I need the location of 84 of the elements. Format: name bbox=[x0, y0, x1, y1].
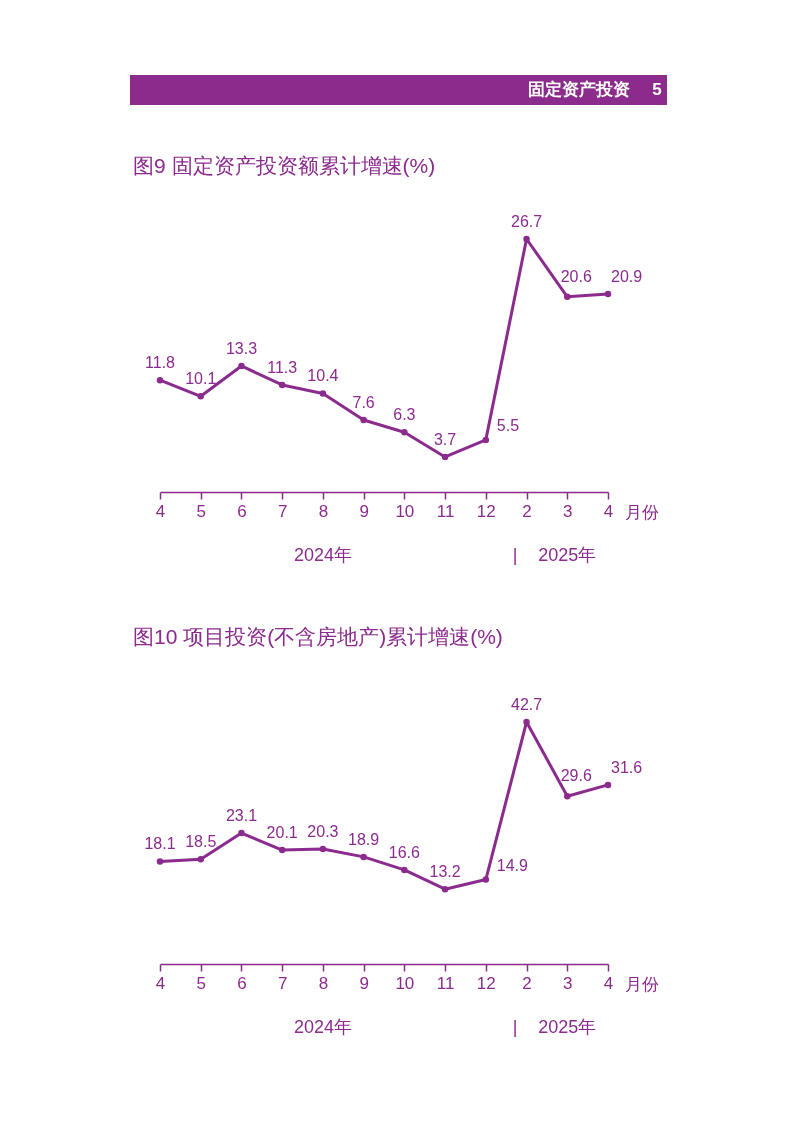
point bbox=[401, 866, 408, 874]
point bbox=[604, 290, 612, 298]
x-tick-label: 4 bbox=[155, 973, 166, 993]
x-tick-label: 2 bbox=[522, 973, 532, 993]
x-tick-label: 8 bbox=[318, 501, 329, 521]
data-label: 20.1 bbox=[266, 824, 298, 842]
point bbox=[238, 829, 245, 837]
x-tick-label: 5 bbox=[196, 973, 206, 993]
point bbox=[156, 376, 164, 384]
data-label: 13.2 bbox=[429, 863, 461, 881]
point bbox=[523, 235, 530, 243]
x-tick-label: 7 bbox=[277, 973, 288, 993]
data-label: 7.6 bbox=[352, 393, 375, 411]
data-label: 20.6 bbox=[560, 267, 592, 285]
data-label: 18.1 bbox=[144, 835, 176, 853]
x-tick-label: 4 bbox=[603, 501, 614, 521]
data-label: 5.5 bbox=[496, 416, 520, 434]
x-tick-label: 8 bbox=[318, 973, 329, 993]
x-tick-label: 10 bbox=[395, 973, 415, 993]
data-label: 10.1 bbox=[185, 370, 217, 388]
text: 2025年 bbox=[538, 1017, 597, 1037]
x-tick-label: 3 bbox=[563, 973, 573, 993]
point bbox=[238, 362, 245, 370]
data-label: 6.3 bbox=[393, 406, 416, 424]
chart-title: 图9 固定资产投资额累计增速(%) bbox=[133, 154, 436, 177]
x-tick-label: 6 bbox=[237, 973, 247, 993]
data-label: 18.5 bbox=[185, 833, 217, 851]
x-axis-title: 月份 bbox=[624, 502, 659, 522]
point bbox=[604, 781, 612, 789]
point bbox=[319, 390, 327, 397]
x-tick-label: 12 bbox=[476, 973, 496, 993]
x-tick-label: 10 bbox=[395, 501, 415, 521]
point bbox=[564, 293, 571, 301]
point bbox=[441, 885, 449, 893]
point bbox=[482, 436, 490, 444]
x-tick-label: 2 bbox=[522, 501, 532, 521]
text: 2024年 bbox=[293, 545, 352, 565]
x-axis-title: 月份 bbox=[624, 974, 659, 994]
x-tick-label: 9 bbox=[359, 973, 369, 993]
x-tick-label: 4 bbox=[155, 501, 166, 521]
point bbox=[564, 793, 571, 800]
data-label: 23.1 bbox=[225, 807, 258, 825]
x-tick-label: 11 bbox=[436, 973, 455, 993]
data-label: 14.9 bbox=[496, 856, 529, 874]
point bbox=[319, 845, 327, 853]
text: 固定资产投资 bbox=[528, 80, 630, 99]
x-tick-label: 11 bbox=[436, 501, 455, 521]
data-label: 29.6 bbox=[560, 767, 592, 785]
data-label: 11.3 bbox=[267, 358, 298, 376]
point bbox=[360, 853, 367, 861]
data-label: 20.3 bbox=[307, 822, 339, 840]
data-label: 42.7 bbox=[510, 696, 543, 713]
text: 2025年 bbox=[538, 545, 597, 565]
x-tick-label: 6 bbox=[237, 501, 247, 521]
x-tick-label: 5 bbox=[196, 501, 206, 521]
point bbox=[278, 846, 286, 854]
x-tick-label: 12 bbox=[476, 501, 496, 521]
point bbox=[278, 381, 286, 389]
text: 5 bbox=[652, 80, 662, 99]
text: 2024年 bbox=[293, 1017, 352, 1037]
data-label: 16.6 bbox=[388, 843, 421, 861]
data-label: 18.9 bbox=[348, 830, 380, 848]
data-label: 11.8 bbox=[145, 354, 176, 372]
x-tick-label: 7 bbox=[277, 501, 288, 521]
data-label: 3.7 bbox=[433, 430, 457, 448]
x-tick-label: 9 bbox=[359, 501, 369, 521]
point bbox=[360, 416, 367, 424]
point bbox=[441, 453, 449, 461]
text: | bbox=[512, 1017, 518, 1037]
point bbox=[523, 718, 530, 726]
data-label: 13.3 bbox=[225, 339, 258, 357]
point bbox=[156, 858, 164, 865]
point bbox=[197, 393, 204, 400]
data-label: 26.7 bbox=[510, 213, 543, 230]
data-label: 31.6 bbox=[611, 758, 643, 776]
x-tick-label: 3 bbox=[563, 501, 573, 521]
x-tick-label: 4 bbox=[603, 973, 614, 993]
text: | bbox=[512, 545, 518, 565]
point bbox=[401, 429, 408, 436]
chart-title: 图10 项目投资(不含房地产)累计增速(%) bbox=[133, 625, 503, 648]
data-label: 10.4 bbox=[307, 367, 339, 385]
data-label: 20.9 bbox=[611, 267, 643, 285]
point bbox=[197, 855, 204, 863]
point bbox=[482, 876, 490, 883]
